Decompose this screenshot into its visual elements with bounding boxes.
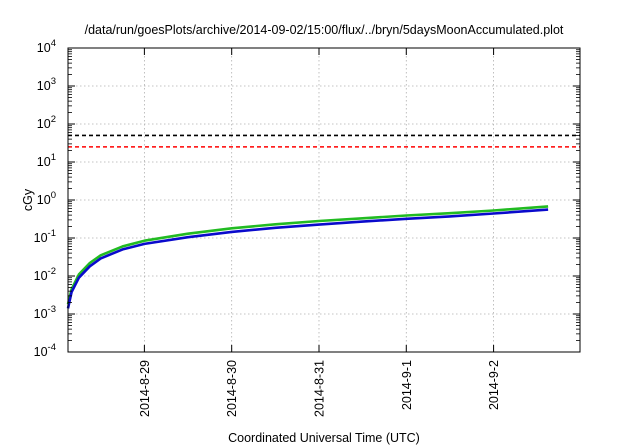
chart-title: /data/run/goesPlots/archive/2014-09-02/1… (85, 23, 564, 37)
plot-border (67, 47, 581, 353)
y-tick-label: 10-1 (34, 228, 56, 245)
x-axis-label: Coordinated Universal Time (UTC) (228, 431, 420, 445)
y-tick-label: 104 (37, 38, 56, 55)
reference-lines (68, 134, 580, 148)
y-tick-label: 103 (37, 76, 56, 93)
x-tick-label: 2014-8-30 (225, 360, 239, 417)
series-line (66, 208, 549, 309)
y-axis-label: cGy (21, 188, 35, 211)
x-tick-label: 2014-9-2 (487, 360, 501, 410)
series-line (66, 205, 549, 305)
grid (68, 48, 580, 352)
x-tick-label: 2014-9-1 (400, 360, 414, 410)
axes: 10-4 10-3 10-2 10-1 100 101 102 103 104 2014-8-29… (34, 38, 581, 417)
series-group (66, 205, 549, 309)
x-tick-label: 2014-8-29 (138, 360, 152, 417)
y-tick-label: 100 (37, 190, 56, 207)
y-tick-label: 10-3 (34, 304, 56, 321)
y-tick-label: 102 (37, 114, 56, 131)
y-tick-label: 10-2 (34, 266, 56, 283)
x-tick-label: 2014-8-31 (312, 360, 326, 417)
y-tick-label: 10-4 (34, 342, 56, 359)
y-tick-label: 101 (37, 152, 56, 169)
